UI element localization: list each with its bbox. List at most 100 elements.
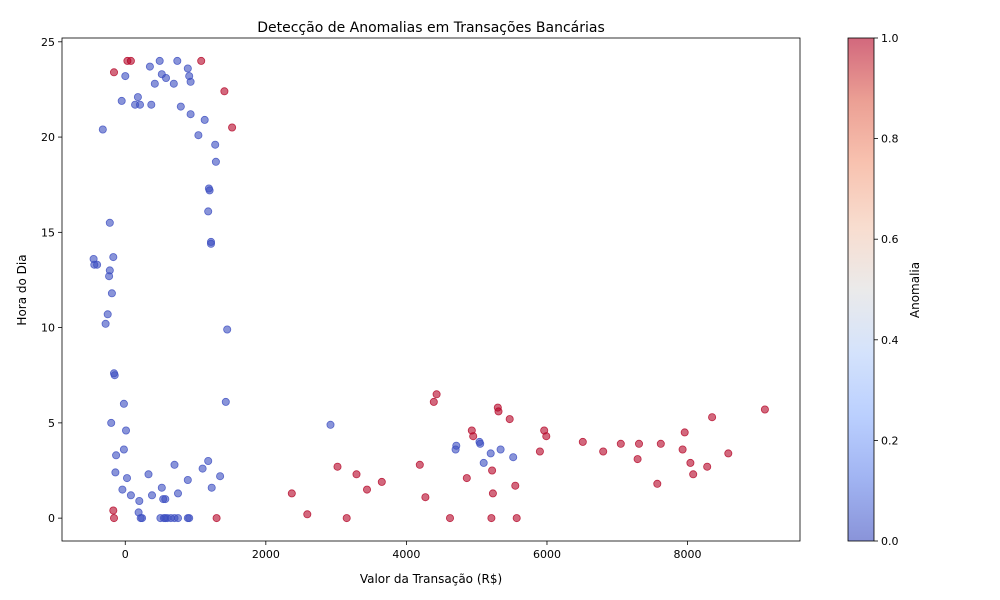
- x-axis-label: Valor da Transação (R$): [360, 572, 502, 586]
- colorbar: [847, 37, 875, 542]
- anomaly-point: [703, 462, 712, 471]
- colorbar-tick-label: 0.2: [881, 434, 899, 447]
- anomaly-point: [429, 397, 438, 406]
- normal-point: [185, 514, 194, 523]
- normal-point: [117, 96, 126, 105]
- normal-point: [122, 426, 131, 435]
- y-tick-label: 15: [41, 226, 55, 239]
- normal-point: [207, 483, 216, 492]
- anomaly-point: [487, 514, 496, 523]
- anomaly-point: [110, 514, 119, 523]
- colorbar-tick-label: 0.8: [881, 133, 899, 146]
- normal-point: [204, 184, 213, 193]
- normal-point: [101, 319, 110, 328]
- normal-point: [138, 514, 147, 523]
- y-tick-label: 10: [41, 322, 55, 335]
- normal-point: [144, 470, 153, 479]
- y-axis-label: Hora do Dia: [15, 254, 29, 325]
- anomaly-point: [469, 432, 478, 441]
- anomaly-point: [432, 390, 441, 399]
- normal-point: [476, 439, 485, 448]
- normal-point: [173, 489, 182, 498]
- anomaly-point: [126, 56, 135, 65]
- anomaly-point: [494, 407, 503, 416]
- x-tick-label: 6000: [533, 548, 561, 561]
- anomaly-point: [352, 470, 361, 479]
- normal-point: [107, 418, 116, 427]
- normal-point: [170, 460, 179, 469]
- anomaly-point: [512, 514, 521, 523]
- normal-point: [186, 77, 195, 86]
- x-tick-label: 8000: [674, 548, 702, 561]
- anomaly-point: [724, 449, 733, 458]
- normal-point: [111, 468, 120, 477]
- normal-point: [479, 458, 488, 467]
- normal-point: [173, 514, 182, 523]
- anomaly-point: [362, 485, 371, 494]
- anomaly-point: [377, 477, 386, 486]
- colorbar-tick-label: 1.0: [881, 32, 899, 45]
- normal-point: [103, 310, 112, 319]
- y-tick-label: 5: [48, 417, 55, 430]
- anomaly-point: [680, 428, 689, 437]
- anomaly-point: [653, 479, 662, 488]
- anomaly-point: [708, 413, 717, 422]
- normal-point: [496, 445, 505, 454]
- normal-point: [183, 475, 192, 484]
- normal-point: [150, 79, 159, 88]
- anomaly-point: [333, 462, 342, 471]
- normal-point: [107, 289, 116, 298]
- anomaly-point: [535, 447, 544, 456]
- colorbar-axis: 0.0 0.2 0.4 0.6 0.8 1.0: [874, 32, 899, 548]
- normal-point: [176, 102, 185, 111]
- anomaly-point: [633, 455, 642, 464]
- normal-point: [126, 491, 135, 500]
- normal-point: [147, 491, 156, 500]
- anomaly-point: [212, 514, 221, 523]
- normal-point: [147, 100, 156, 109]
- normal-point: [206, 239, 215, 248]
- normal-point: [326, 420, 335, 429]
- anomaly-point: [421, 493, 430, 502]
- normal-point: [452, 441, 461, 450]
- normal-point: [211, 157, 220, 166]
- anomaly-point: [511, 481, 520, 490]
- y-tick-label: 0: [48, 512, 55, 525]
- plot-points: [89, 56, 769, 523]
- anomaly-point: [505, 415, 514, 424]
- normal-point: [204, 456, 213, 465]
- anomaly-point: [599, 447, 608, 456]
- normal-point: [119, 399, 128, 408]
- colorbar-tick-label: 0.4: [881, 334, 899, 347]
- anomaly-point: [228, 123, 237, 132]
- normal-point: [135, 100, 144, 109]
- normal-point: [118, 485, 127, 494]
- anomaly-point: [686, 458, 695, 467]
- normal-point: [109, 253, 118, 262]
- normal-point: [198, 464, 207, 473]
- anomaly-point: [220, 87, 229, 96]
- normal-point: [110, 371, 119, 380]
- normal-point: [211, 140, 220, 149]
- anomaly-point: [109, 506, 118, 515]
- normal-point: [135, 496, 144, 505]
- x-axis: 0 2000 4000 6000 8000: [122, 541, 702, 561]
- normal-point: [204, 207, 213, 216]
- colorbar-tick-label: 0.6: [881, 233, 899, 246]
- normal-point: [155, 56, 164, 65]
- normal-point: [112, 451, 121, 460]
- y-tick-label: 25: [41, 36, 55, 49]
- chart-title: Detecção de Anomalias em Transações Banc…: [257, 20, 605, 36]
- normal-point: [183, 64, 192, 73]
- normal-point: [186, 110, 195, 119]
- anomaly-point: [635, 439, 644, 448]
- y-tick-label: 20: [41, 131, 55, 144]
- normal-point: [221, 397, 230, 406]
- x-tick-label: 4000: [392, 548, 420, 561]
- y-axis: 0 5 10 15 20 25: [41, 36, 62, 525]
- normal-point: [157, 70, 166, 79]
- anomaly-point: [287, 489, 296, 498]
- normal-point: [98, 125, 107, 134]
- anomaly-point: [488, 466, 497, 475]
